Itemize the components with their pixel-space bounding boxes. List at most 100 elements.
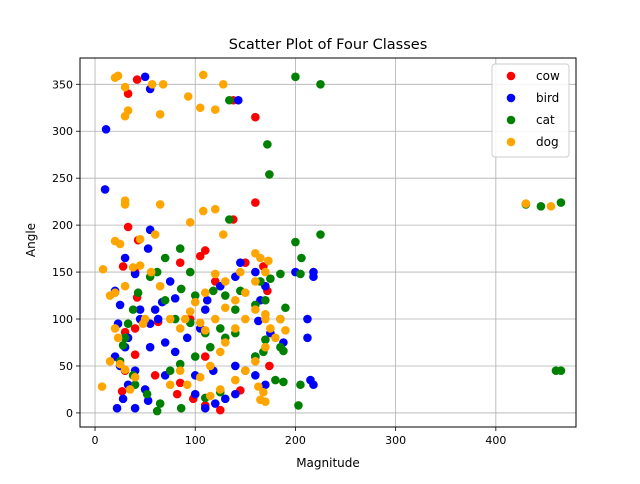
data-point-cow: [130, 324, 140, 333]
data-point-dog: [120, 281, 130, 291]
data-point-bird: [165, 277, 175, 286]
data-point-bird: [130, 269, 140, 279]
data-point-cat: [281, 303, 290, 313]
data-point-dog: [113, 71, 123, 81]
data-point-dog: [175, 324, 185, 333]
data-point-dog: [120, 200, 130, 209]
y-tick-label: 300: [52, 125, 73, 138]
data-point-dog: [120, 111, 130, 121]
data-point-dog: [146, 267, 156, 277]
legend-label-cow: cow: [536, 69, 560, 83]
data-point-dog: [236, 267, 245, 277]
chart-title: Scatter Plot of Four Classes: [229, 37, 428, 53]
data-point-cat: [265, 170, 274, 179]
data-point-cat: [165, 366, 175, 375]
data-point-dog: [198, 70, 208, 80]
data-point-dog: [521, 199, 531, 208]
x-tick-label: 200: [285, 434, 306, 447]
data-point-cat: [271, 375, 280, 385]
data-point-dog: [195, 103, 205, 113]
data-point-dog: [120, 365, 130, 375]
data-point-cow: [150, 371, 160, 380]
data-point-cow: [175, 378, 185, 388]
data-point-bird: [101, 125, 111, 134]
data-point-cat: [556, 366, 566, 375]
legend-marker-bird: [506, 93, 516, 103]
data-point-cat: [190, 352, 200, 361]
data-point-dog: [254, 382, 263, 391]
data-point-cow: [117, 387, 127, 396]
legend: cow bird cat dog: [491, 63, 570, 158]
data-point-dog: [251, 356, 260, 366]
data-point-dog: [185, 307, 195, 316]
data-point-dog: [251, 277, 260, 286]
data-point-cow: [123, 222, 133, 232]
data-point-bird: [251, 371, 260, 380]
data-point-bird: [234, 95, 243, 105]
data-point-dog: [231, 324, 240, 333]
data-point-cat: [276, 342, 285, 352]
data-point-bird: [150, 305, 160, 314]
x-axis-label: Magnitude: [296, 456, 360, 470]
data-point-bird: [135, 305, 145, 314]
data-point-cat: [296, 269, 305, 279]
data-point-bird: [143, 396, 153, 406]
data-point-dog: [261, 314, 270, 324]
data-point-dog: [120, 82, 130, 92]
data-point-bird: [251, 267, 260, 277]
data-point-dog: [115, 359, 125, 369]
legend-label-dog: dog: [536, 135, 559, 149]
data-point-dog: [261, 267, 270, 277]
data-point-cat: [208, 286, 218, 296]
data-point-cat: [316, 230, 325, 239]
data-point-cow: [251, 112, 260, 122]
data-point-cow: [172, 389, 182, 399]
data-point-cat: [266, 274, 275, 283]
data-point-cat: [556, 198, 566, 207]
data-point-cow: [200, 246, 210, 255]
data-point-cat: [296, 380, 305, 390]
y-tick-label: 250: [52, 172, 73, 185]
data-point-bird: [143, 244, 153, 253]
data-point-dog: [150, 230, 160, 239]
data-point-dog: [180, 314, 190, 324]
data-point-dog: [128, 263, 138, 272]
data-point-bird: [231, 361, 240, 371]
data-point-dog: [182, 380, 192, 390]
data-point-bird: [115, 300, 125, 310]
data-point-cat: [160, 295, 170, 305]
data-point-bird: [231, 389, 240, 399]
data-point-cat: [225, 215, 234, 224]
data-point-bird: [170, 347, 180, 357]
data-point-dog: [130, 372, 140, 382]
data-point-dog: [135, 234, 145, 244]
data-point-cat: [291, 72, 300, 82]
legend-box: [491, 63, 570, 158]
data-point-bird: [236, 258, 245, 267]
data-point-bird: [153, 314, 163, 324]
data-point-bird: [112, 403, 122, 413]
data-point-dog: [138, 319, 148, 329]
data-point-dog: [147, 79, 157, 89]
data-point-cow: [195, 251, 205, 261]
y-tick-label: 50: [59, 360, 73, 373]
data-point-dog: [135, 261, 145, 270]
data-point-dog: [195, 372, 205, 382]
data-point-cow: [130, 350, 140, 360]
data-point-dog: [220, 303, 230, 313]
data-point-bird: [303, 314, 312, 324]
data-point-cat: [175, 244, 185, 253]
data-point-cat: [225, 95, 234, 105]
data-point-dog: [215, 385, 225, 394]
data-point-cat: [176, 284, 186, 294]
data-point-dog: [205, 361, 215, 371]
data-point-cat: [536, 202, 546, 211]
data-point-dog: [105, 356, 115, 366]
data-point-cat: [231, 305, 240, 314]
data-point-bird: [261, 380, 270, 390]
data-point-cat: [160, 253, 170, 263]
data-point-dog: [155, 200, 165, 209]
data-point-cat: [155, 399, 165, 408]
data-point-cat: [297, 253, 306, 263]
